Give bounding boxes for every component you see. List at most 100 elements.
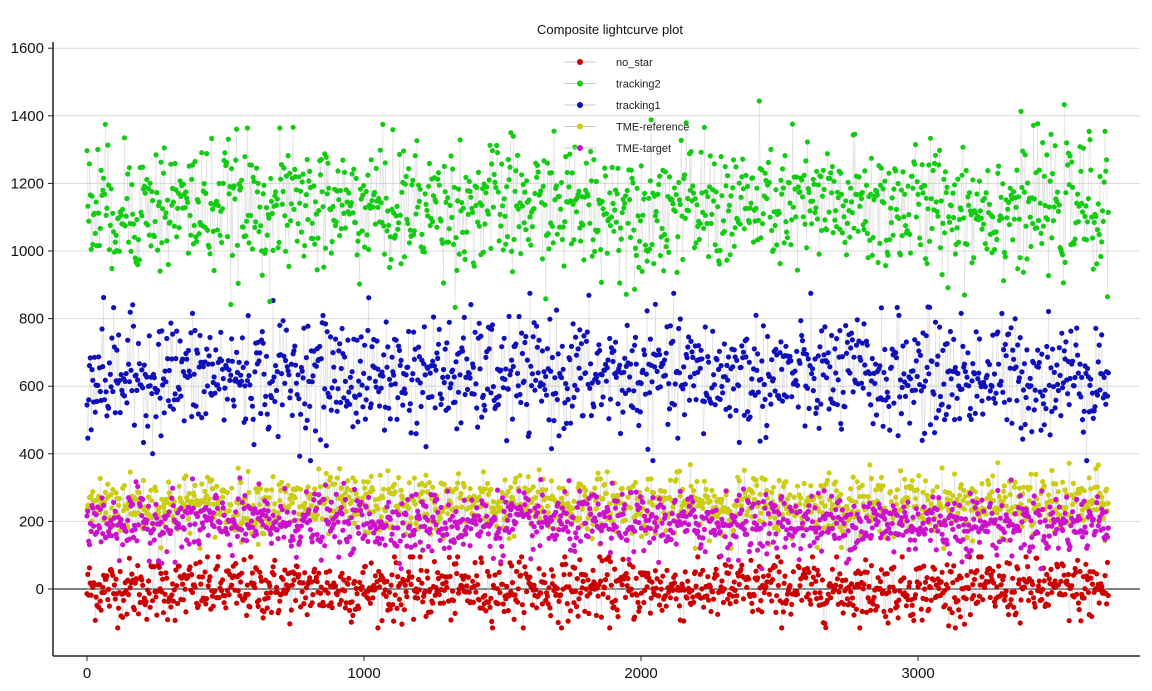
data-point xyxy=(422,589,428,595)
data-point xyxy=(885,394,891,400)
data-point xyxy=(848,581,855,587)
data-point xyxy=(291,348,297,354)
data-point xyxy=(502,477,508,483)
data-point xyxy=(866,391,872,397)
data-point xyxy=(556,433,562,439)
data-point xyxy=(95,146,101,153)
data-point xyxy=(413,491,419,497)
data-point xyxy=(548,368,554,374)
data-point xyxy=(656,347,662,353)
data-point xyxy=(967,612,974,618)
data-point xyxy=(484,513,490,519)
data-point xyxy=(605,507,611,514)
data-point xyxy=(1001,488,1007,494)
data-point xyxy=(994,584,1000,590)
data-point xyxy=(408,430,414,436)
data-point xyxy=(514,599,521,605)
data-point xyxy=(227,377,233,383)
data-point xyxy=(137,503,143,509)
data-point xyxy=(1010,575,1016,581)
data-point xyxy=(88,528,94,535)
data-point xyxy=(211,374,217,380)
data-point xyxy=(701,526,708,533)
data-point xyxy=(631,549,637,555)
data-point xyxy=(252,585,258,591)
data-point xyxy=(523,333,529,340)
data-point xyxy=(759,609,765,615)
data-point xyxy=(393,337,399,343)
data-point xyxy=(788,611,794,617)
data-point xyxy=(450,367,456,373)
data-point xyxy=(146,590,152,596)
data-point xyxy=(273,363,279,369)
data-point xyxy=(1043,406,1049,412)
data-point xyxy=(128,248,134,254)
data-point xyxy=(92,617,98,623)
data-point xyxy=(590,567,596,574)
data-point xyxy=(378,385,384,391)
data-point xyxy=(489,322,496,328)
data-point xyxy=(409,377,415,383)
data-point xyxy=(130,302,136,308)
data-point xyxy=(565,396,571,403)
data-point xyxy=(406,569,412,575)
data-point xyxy=(1088,575,1094,581)
data-point xyxy=(1039,488,1045,494)
data-point xyxy=(485,599,491,606)
data-point xyxy=(455,480,461,486)
data-point xyxy=(135,563,141,569)
data-point xyxy=(1092,404,1098,410)
data-point xyxy=(132,580,138,586)
data-point xyxy=(591,404,597,410)
data-point xyxy=(686,521,692,528)
data-point xyxy=(417,380,423,386)
data-point xyxy=(406,480,412,486)
data-point xyxy=(944,341,950,347)
data-point xyxy=(986,481,992,487)
data-point xyxy=(755,575,761,581)
data-point xyxy=(263,353,270,359)
data-point xyxy=(292,495,298,501)
data-point xyxy=(644,584,650,590)
data-point xyxy=(987,388,993,394)
data-point xyxy=(166,509,172,515)
data-point xyxy=(440,366,447,373)
data-point xyxy=(353,585,359,592)
data-point xyxy=(959,386,965,392)
data-point xyxy=(996,539,1003,545)
data-point xyxy=(875,519,881,525)
data-point xyxy=(111,582,117,588)
data-point xyxy=(809,519,816,525)
data-point xyxy=(367,525,373,531)
data-point xyxy=(254,489,260,495)
data-point xyxy=(101,191,108,197)
data-point xyxy=(88,427,94,433)
data-point xyxy=(135,340,142,347)
data-point xyxy=(434,350,440,356)
data-point xyxy=(104,413,110,419)
data-point xyxy=(764,422,770,429)
data-point xyxy=(1097,387,1103,393)
data-point xyxy=(808,601,814,607)
data-point xyxy=(343,600,349,606)
data-point xyxy=(957,614,964,620)
data-point xyxy=(632,334,639,340)
data-point xyxy=(407,401,413,407)
data-point xyxy=(971,593,977,599)
data-point xyxy=(277,498,283,504)
data-point xyxy=(709,516,715,522)
data-point xyxy=(256,597,262,603)
series-no_star xyxy=(84,554,1111,631)
data-point xyxy=(338,365,344,372)
data-point xyxy=(942,602,949,608)
data-point xyxy=(121,597,127,604)
data-point xyxy=(976,593,983,599)
data-point xyxy=(671,402,678,408)
data-point xyxy=(443,579,449,585)
data-point xyxy=(387,606,393,612)
data-point xyxy=(952,364,959,371)
data-point xyxy=(1019,369,1025,375)
data-point xyxy=(677,493,683,499)
data-point xyxy=(467,486,473,492)
data-point xyxy=(521,609,527,616)
